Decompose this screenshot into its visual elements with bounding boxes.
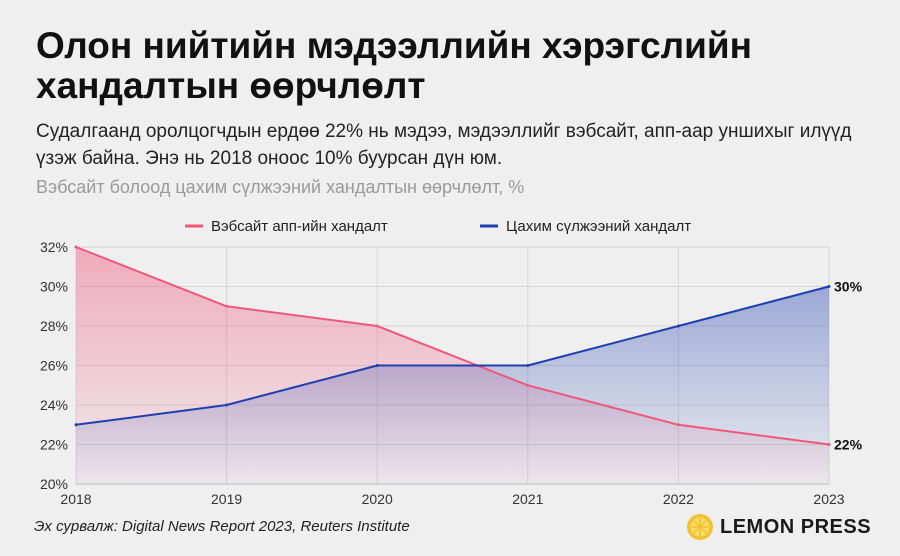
x-tick-label: 2020 [362, 491, 393, 507]
x-tick-label: 2023 [813, 491, 844, 507]
data-point [526, 364, 530, 367]
source-note: Эх сурвалж: Digital News Report 2023, Re… [34, 518, 410, 535]
legend-label: Вэбсайт апп-ийн хандалт [211, 218, 388, 235]
y-tick-label: 20% [40, 476, 68, 492]
y-tick-label: 28% [40, 318, 68, 334]
data-point [676, 423, 680, 427]
series-area-2 [76, 286, 829, 484]
data-point [74, 423, 78, 427]
end-label-1: 22% [834, 437, 863, 453]
data-point [74, 245, 78, 249]
data-point [827, 443, 831, 446]
x-tick-label: 2018 [60, 491, 91, 507]
brand-logo[interactable]: LEMON PRESS [686, 512, 871, 542]
series-lines [74, 245, 831, 446]
data-point [225, 304, 229, 308]
logo-text: LEMON PRESS [720, 515, 872, 538]
y-tick-label: 22% [40, 437, 68, 453]
x-tick-label: 2021 [512, 491, 543, 507]
chart-title: Вэбсайт болоод цахим сүлжээний хандалтын… [36, 177, 525, 197]
y-tick-label: 30% [40, 279, 68, 295]
series-line-1 [75, 246, 830, 446]
data-point [375, 364, 379, 367]
series-line-2 [75, 285, 830, 426]
lemon-icon [687, 514, 713, 540]
end-label-2: 30% [834, 279, 863, 295]
y-tick-label: 24% [40, 397, 68, 413]
axes: 20% 22% 24% 26% 28% 30% 32% 2018 2019 2020 2021 202… [40, 239, 845, 507]
legend-label: Цахим сүлжээний хандалт [506, 218, 691, 235]
data-point [225, 403, 229, 407]
x-tick-label: 2019 [211, 491, 242, 507]
data-point [375, 324, 379, 328]
x-tick-label: 2022 [663, 491, 694, 507]
end-labels: 22% 30% [834, 279, 863, 453]
y-tick-label: 26% [40, 358, 68, 374]
page-title: Олон нийтийн мэдээллийн хэрэгслийн ханда… [36, 25, 752, 106]
data-point [827, 285, 831, 288]
data-point [526, 383, 530, 387]
page-subtitle: Судалгаанд оролцогчдын ердөө 22% нь мэдэ… [36, 121, 852, 169]
data-point [676, 324, 680, 328]
legend: Вэбсайт апп-ийн хандалт Цахим сүлжээний х… [185, 218, 691, 235]
y-tick-label: 32% [40, 239, 68, 255]
